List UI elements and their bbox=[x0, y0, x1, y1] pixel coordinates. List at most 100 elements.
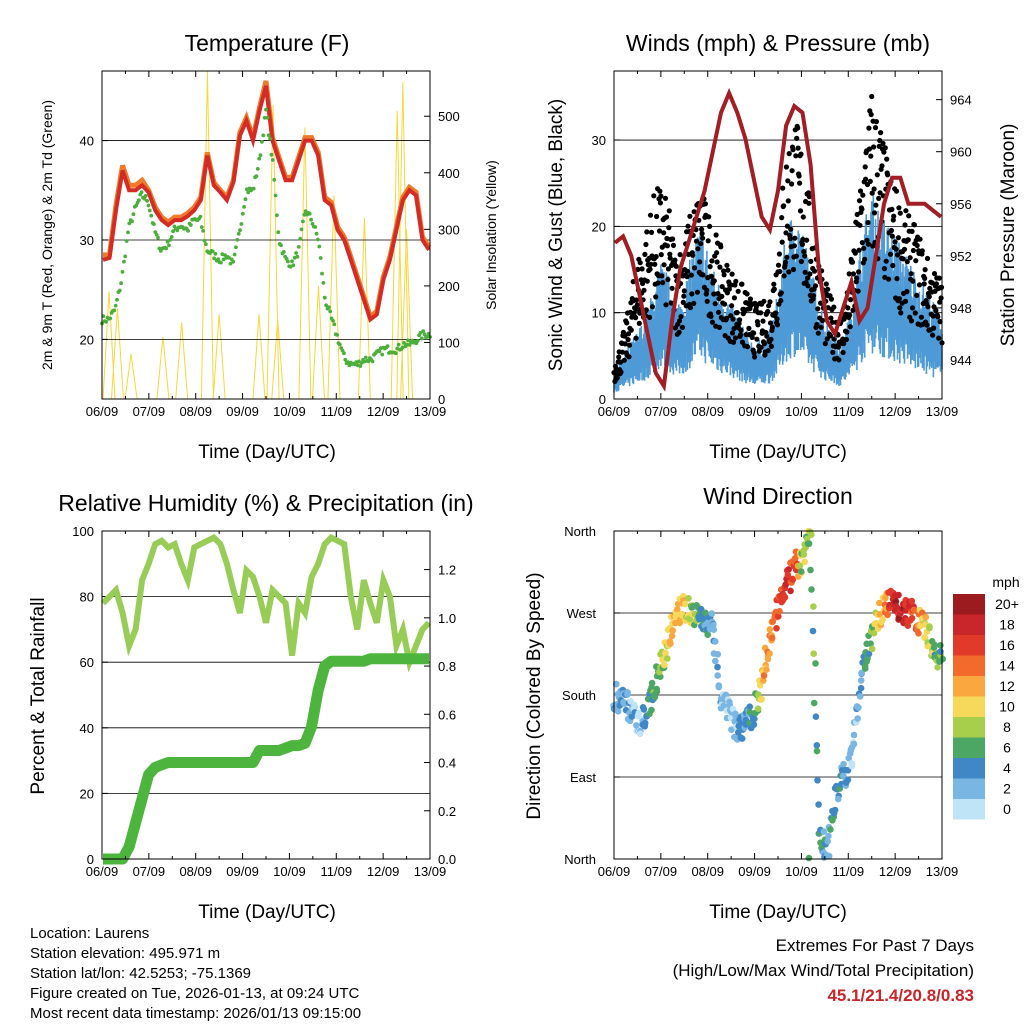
direction-dot bbox=[804, 540, 812, 547]
direction-dot bbox=[681, 600, 689, 608]
gust-dot bbox=[676, 329, 682, 335]
gust-dot bbox=[758, 344, 764, 350]
dewpoint-dot bbox=[210, 249, 215, 254]
gust-dot bbox=[779, 239, 785, 245]
direction-dot bbox=[768, 634, 776, 642]
gust-dot bbox=[778, 290, 784, 296]
gust-dot bbox=[664, 243, 671, 249]
dewpoint-dot bbox=[131, 212, 136, 217]
gust-dot bbox=[793, 153, 799, 159]
gust-dot bbox=[767, 320, 774, 326]
humidity-ytick-label: 80 bbox=[80, 590, 94, 605]
legend-swatch bbox=[953, 758, 985, 779]
gust-dot bbox=[896, 205, 902, 211]
direction-dot bbox=[931, 641, 938, 649]
gust-dot bbox=[855, 288, 861, 294]
direction-dot bbox=[834, 795, 842, 803]
gust-dot bbox=[909, 305, 916, 311]
winds-panel: Winds (mph) & Pressure (mb) Time (Day/UT… bbox=[546, 30, 1019, 463]
direction-dot bbox=[810, 699, 818, 707]
direction-dot bbox=[908, 597, 916, 605]
dewpoint-dot bbox=[243, 197, 248, 202]
gust-dot bbox=[857, 222, 863, 228]
winds-right-ytick-label: 948 bbox=[950, 301, 972, 316]
legend-label: 18 bbox=[999, 617, 1015, 633]
dewpoint-dot bbox=[146, 203, 151, 208]
solar-spike bbox=[102, 291, 116, 400]
gust-dot bbox=[631, 310, 637, 316]
direction-dot bbox=[651, 693, 659, 701]
humidity-ylabel-left: Percent & Total Rainfall bbox=[28, 597, 49, 794]
gust-dot bbox=[822, 341, 828, 347]
temperature-xtick-label: 09/09 bbox=[226, 404, 259, 419]
dewpoint-dot bbox=[242, 205, 247, 209]
temperature-right-ytick-label: 400 bbox=[438, 166, 460, 181]
legend-swatch bbox=[953, 696, 985, 717]
dewpoint-dot bbox=[358, 364, 363, 368]
dewpoint-dot bbox=[335, 333, 339, 337]
gust-dot bbox=[922, 275, 928, 281]
dewpoint-dot bbox=[337, 342, 342, 347]
direction-dot bbox=[876, 611, 883, 618]
gust-dot bbox=[869, 190, 875, 196]
direction-dot bbox=[784, 571, 792, 579]
gust-dot bbox=[795, 125, 801, 131]
dewpoint-dot bbox=[156, 235, 160, 240]
gust-dot bbox=[795, 145, 801, 151]
dewpoint-dot bbox=[119, 281, 123, 286]
dewpoint-dot bbox=[254, 174, 259, 179]
gust-dot bbox=[894, 276, 900, 282]
direction-dot bbox=[653, 685, 660, 693]
gust-dot bbox=[723, 315, 730, 321]
legend-swatch bbox=[953, 778, 985, 799]
direction-dot bbox=[620, 700, 628, 707]
legend-label: 2 bbox=[1003, 781, 1011, 797]
solar-spike bbox=[212, 314, 226, 400]
dewpoint-dot bbox=[265, 115, 270, 120]
temperature-ytick-label: 20 bbox=[80, 332, 94, 347]
gust-dot bbox=[657, 200, 664, 206]
direction-dot bbox=[781, 594, 789, 601]
direction-dot bbox=[738, 735, 746, 742]
gust-dot bbox=[685, 223, 691, 229]
temperature-panel: Temperature (F) Time (Day/UTC) 2m & 9m T… bbox=[39, 30, 499, 463]
direction-dot bbox=[915, 630, 922, 637]
gust-dot bbox=[699, 231, 705, 237]
gust-dot bbox=[741, 309, 747, 315]
direction-dot bbox=[870, 629, 878, 637]
gust-dot bbox=[935, 314, 941, 320]
gust-dot bbox=[747, 296, 754, 302]
gust-dot bbox=[877, 190, 883, 196]
direction-dot bbox=[922, 613, 930, 621]
gust-dot bbox=[894, 252, 901, 258]
solar-spike bbox=[271, 319, 285, 400]
wind-direction-xtick-label: 06/09 bbox=[598, 864, 631, 879]
direction-dot bbox=[937, 642, 944, 649]
dewpoint-dot bbox=[201, 229, 206, 233]
direction-dot bbox=[764, 655, 772, 663]
gust-dot bbox=[907, 255, 913, 261]
dewpoint-dot bbox=[219, 260, 223, 265]
humidity-ytick-label: 0 bbox=[87, 852, 94, 867]
direction-dot bbox=[810, 650, 817, 657]
gust-dot bbox=[890, 217, 896, 223]
dewpoint-dot bbox=[275, 213, 279, 218]
gust-dot bbox=[633, 315, 639, 321]
gust-dot bbox=[780, 185, 786, 191]
gust-dot bbox=[670, 236, 676, 242]
dewpoint-dot bbox=[291, 263, 296, 268]
gust-dot bbox=[707, 264, 713, 270]
gust-dot bbox=[687, 213, 693, 219]
dewpoint-dot bbox=[299, 227, 304, 232]
gust-dot bbox=[889, 233, 895, 239]
gust-dot bbox=[653, 294, 659, 300]
gust-dot bbox=[790, 147, 796, 153]
legend-title: mph bbox=[992, 574, 1019, 590]
winds-xtick-label: 10/09 bbox=[785, 404, 818, 419]
dewpoint-dot bbox=[318, 256, 323, 260]
pressure-line bbox=[613, 87, 943, 392]
gust-dot bbox=[729, 303, 735, 309]
gust-dot bbox=[691, 300, 697, 306]
gust-dot bbox=[702, 201, 709, 207]
gust-dot bbox=[774, 322, 781, 328]
